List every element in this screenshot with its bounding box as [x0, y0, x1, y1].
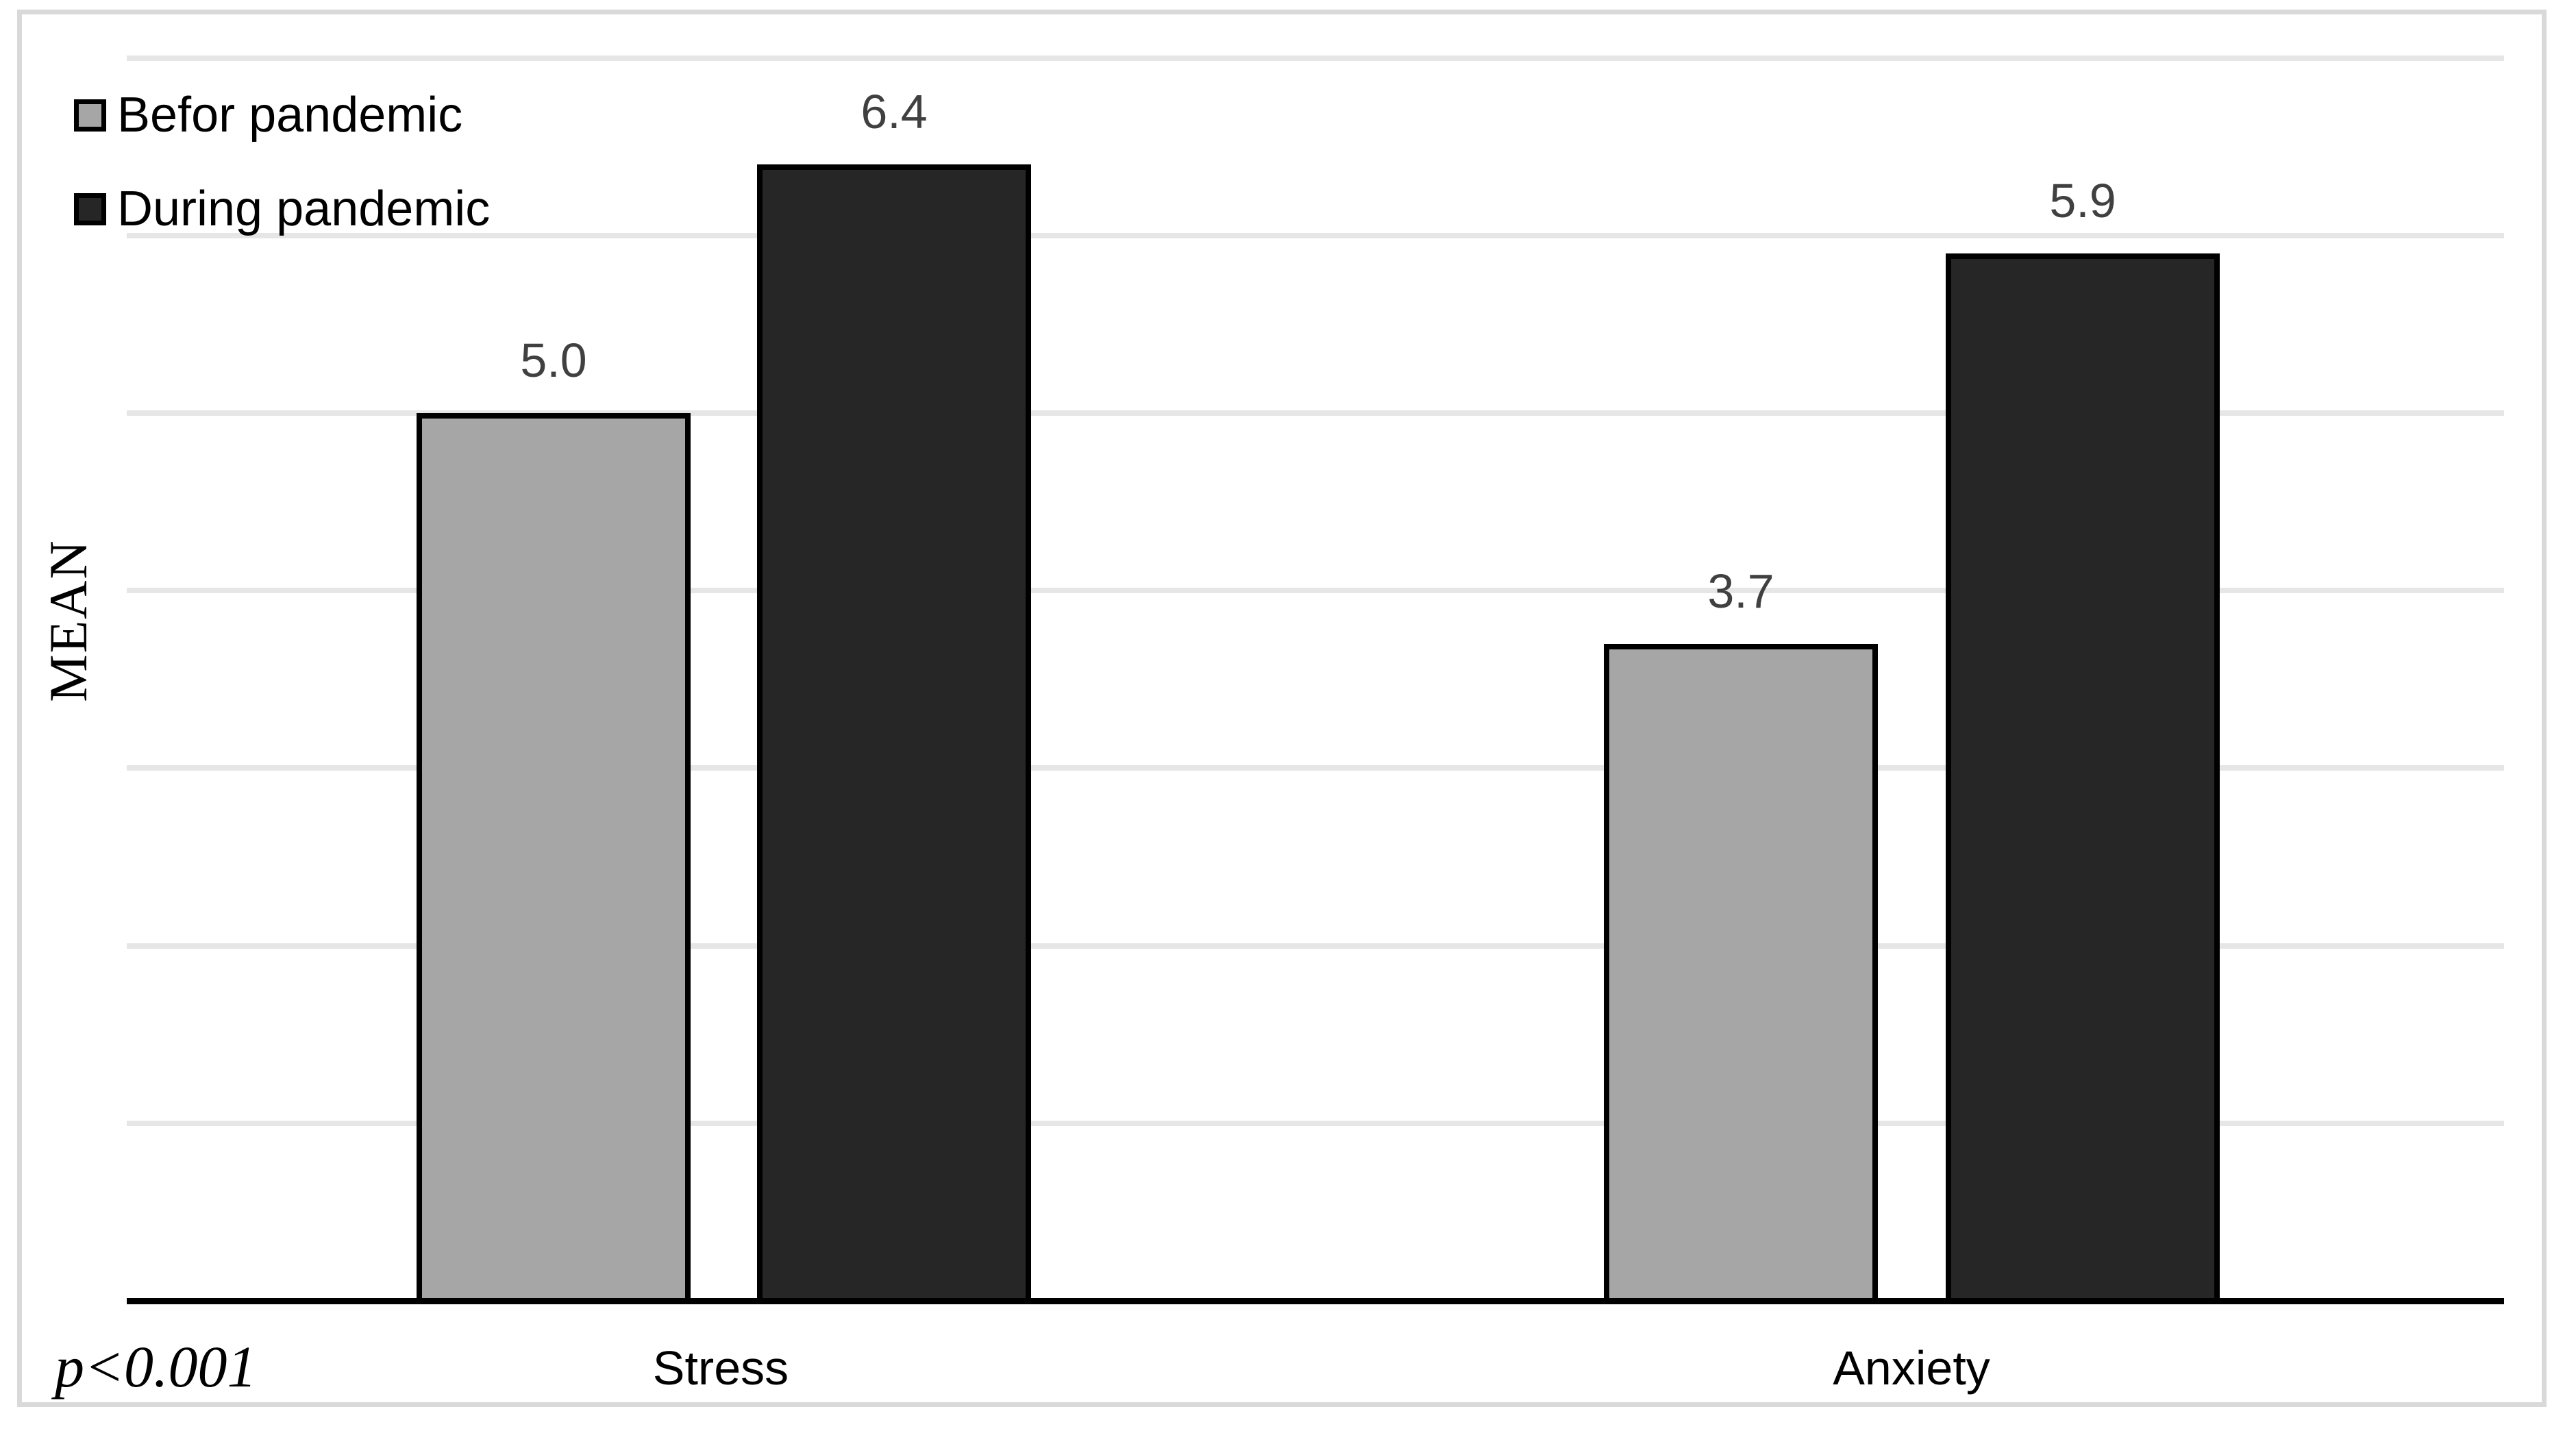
p-value-annotation: p<0.001 [55, 1334, 257, 1399]
value-label-stress-during: 6.4 [860, 85, 928, 139]
value-label-anxiety-before: 3.7 [1707, 564, 1774, 618]
legend-label-during-pandemic: During pandemic [117, 182, 491, 236]
gridline [127, 232, 2504, 238]
value-label-anxiety-during: 5.9 [2049, 173, 2116, 227]
gridline [127, 1120, 2504, 1126]
value-label-stress-before: 5.0 [520, 334, 587, 387]
legend-item-during-pandemic: During pandemic [74, 184, 490, 234]
bar-stress-during-pandemic [757, 164, 1031, 1301]
gridline [127, 943, 2504, 949]
bar-anxiety-before-pandemic [1604, 643, 1878, 1301]
legend: Befor pandemic During pandemic [74, 90, 490, 286]
legend-swatch-during-pandemic [74, 192, 106, 225]
gridline [127, 55, 2504, 61]
legend-label-before-pandemic: Befor pandemic [117, 88, 463, 142]
bar-anxiety-during-pandemic [1946, 253, 2220, 1301]
gridline [127, 588, 2504, 594]
gridline [127, 765, 2504, 771]
legend-item-before-pandemic: Befor pandemic [74, 90, 490, 140]
figure-border [17, 10, 2547, 1407]
x-axis-label-stress: Stress [652, 1341, 789, 1395]
legend-swatch-before-pandemic [74, 99, 106, 132]
gridline [127, 410, 2504, 416]
y-axis-title: MEAN [38, 539, 98, 702]
bar-stress-before-pandemic [417, 413, 691, 1301]
x-axis-label-anxiety: Anxiety [1833, 1341, 1990, 1395]
x-axis-line [127, 1298, 2504, 1304]
